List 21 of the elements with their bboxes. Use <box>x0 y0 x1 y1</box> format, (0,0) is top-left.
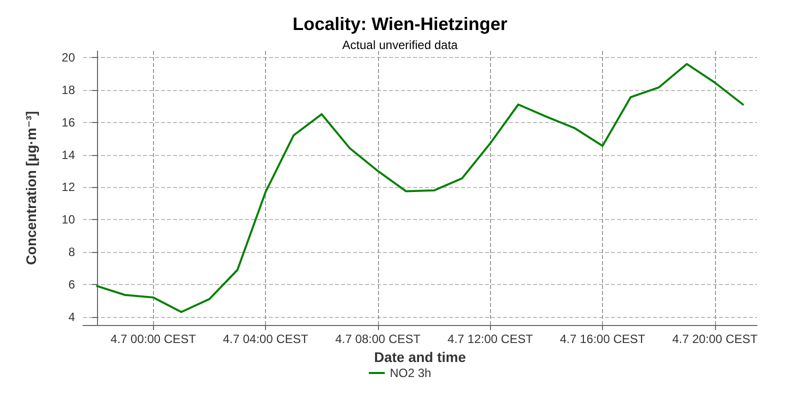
y-tick-label: 6 <box>68 277 76 292</box>
y-tick-label: 12 <box>62 180 76 194</box>
chart-title: Locality: Wien-Hietzinger <box>292 14 508 34</box>
x-tick-label: 4.7 20:00 CEST <box>672 332 758 346</box>
y-tick-label: 16 <box>62 115 76 130</box>
line-series <box>96 62 744 314</box>
x-axis-title: Date and time <box>374 348 466 365</box>
y-tick-label: 20 <box>62 50 76 64</box>
y-tick-label: 18 <box>62 82 76 97</box>
y-tick-label: 14 <box>62 148 76 162</box>
x-tick-label: 4.7 16:00 CEST <box>560 332 646 346</box>
y-tick-label: 8 <box>68 245 76 260</box>
x-tick-label: 4.7 00:00 CEST <box>110 332 197 346</box>
chart-subtitle: Actual unverified data <box>342 38 458 52</box>
x-tick-label: 4.7 08:00 CEST <box>335 332 422 346</box>
y-tick-label: 4 <box>68 310 76 324</box>
x-tick-label: 4.7 04:00 CEST <box>222 332 309 346</box>
y-tick-label: 10 <box>62 212 76 227</box>
x-tick-label: 4.7 12:00 CEST <box>448 332 534 346</box>
legend-label: NO2 3h <box>390 366 432 380</box>
y-axis-title: Concentration [µg·m⁻³] <box>23 111 39 265</box>
